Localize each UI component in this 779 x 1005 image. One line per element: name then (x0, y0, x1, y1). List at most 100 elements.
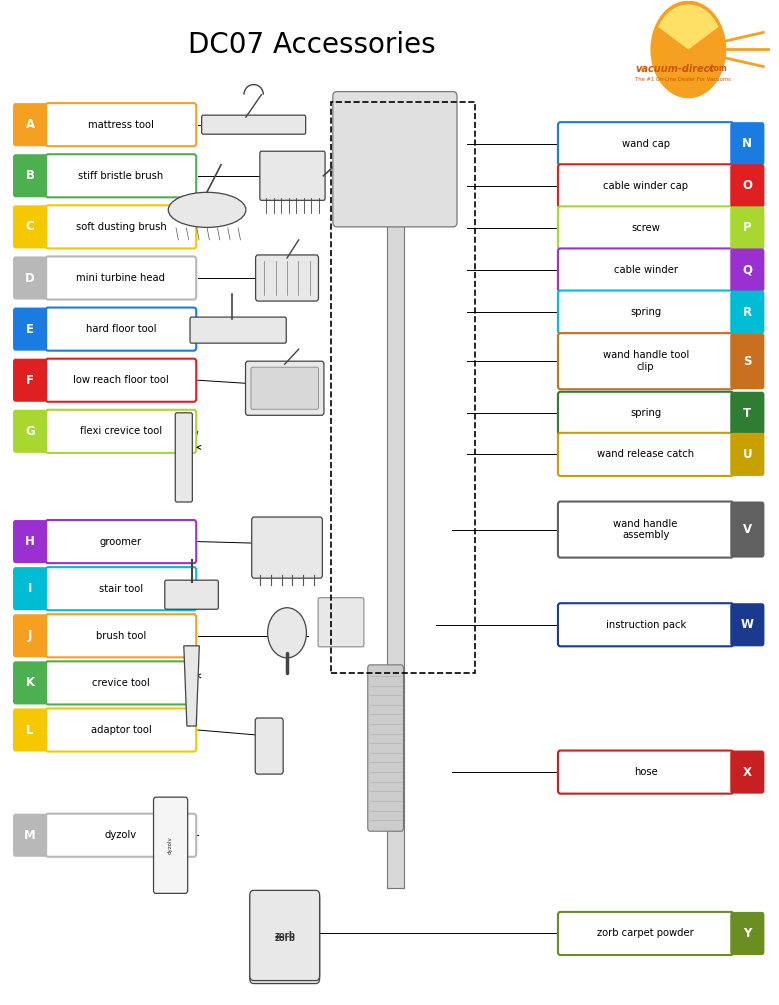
Text: G: G (25, 425, 35, 438)
Text: dyzolv: dyzolv (105, 830, 137, 840)
FancyBboxPatch shape (13, 154, 48, 197)
FancyBboxPatch shape (333, 91, 457, 227)
Text: N: N (742, 138, 753, 150)
Text: D: D (25, 271, 35, 284)
FancyBboxPatch shape (13, 814, 48, 857)
FancyBboxPatch shape (368, 665, 404, 831)
Text: T: T (743, 407, 752, 420)
Text: J: J (28, 629, 32, 642)
FancyBboxPatch shape (730, 501, 764, 558)
FancyBboxPatch shape (13, 359, 48, 402)
Text: F: F (26, 374, 34, 387)
FancyBboxPatch shape (730, 433, 764, 476)
Text: M: M (24, 829, 36, 842)
Bar (331, 102, 475, 673)
FancyBboxPatch shape (558, 290, 733, 334)
FancyBboxPatch shape (46, 709, 196, 752)
Text: dyzolv: dyzolv (168, 836, 173, 854)
FancyBboxPatch shape (245, 361, 324, 415)
Text: zorb: zorb (274, 934, 295, 943)
Text: wand cap: wand cap (622, 139, 670, 149)
FancyBboxPatch shape (190, 318, 286, 343)
FancyBboxPatch shape (153, 797, 188, 893)
Polygon shape (184, 646, 199, 726)
FancyBboxPatch shape (202, 116, 305, 135)
FancyBboxPatch shape (46, 205, 196, 248)
FancyBboxPatch shape (558, 751, 733, 794)
FancyBboxPatch shape (13, 410, 48, 453)
FancyBboxPatch shape (730, 912, 764, 955)
Text: R: R (742, 306, 752, 319)
Text: U: U (742, 448, 753, 461)
FancyBboxPatch shape (730, 123, 764, 165)
Text: The #1 On-Line Dealer For Vacuums: The #1 On-Line Dealer For Vacuums (635, 77, 731, 82)
Text: groomer: groomer (100, 537, 142, 547)
Text: C: C (26, 220, 34, 233)
Text: S: S (743, 355, 752, 368)
FancyBboxPatch shape (558, 392, 733, 435)
FancyBboxPatch shape (46, 154, 196, 197)
FancyBboxPatch shape (13, 709, 48, 752)
FancyBboxPatch shape (558, 333, 733, 389)
FancyBboxPatch shape (46, 520, 196, 563)
FancyBboxPatch shape (251, 367, 319, 409)
FancyBboxPatch shape (46, 614, 196, 657)
Text: mattress tool: mattress tool (88, 120, 154, 130)
Text: brush tool: brush tool (96, 631, 146, 641)
Ellipse shape (168, 192, 246, 227)
Text: DC07 Accessories: DC07 Accessories (188, 31, 435, 59)
Text: flexi crevice tool: flexi crevice tool (80, 426, 162, 436)
FancyBboxPatch shape (46, 661, 196, 705)
Circle shape (268, 608, 306, 658)
FancyBboxPatch shape (165, 580, 218, 609)
FancyBboxPatch shape (13, 661, 48, 705)
FancyBboxPatch shape (558, 912, 733, 955)
FancyBboxPatch shape (730, 392, 764, 435)
Text: B: B (26, 169, 34, 182)
FancyBboxPatch shape (730, 248, 764, 291)
Text: V: V (742, 523, 752, 536)
Text: instruction pack: instruction pack (605, 620, 686, 630)
FancyBboxPatch shape (256, 255, 319, 302)
FancyBboxPatch shape (175, 413, 192, 502)
Text: X: X (743, 766, 752, 779)
FancyBboxPatch shape (46, 104, 196, 146)
Text: spring: spring (630, 408, 661, 418)
Circle shape (651, 1, 725, 97)
FancyBboxPatch shape (13, 205, 48, 248)
FancyBboxPatch shape (250, 893, 319, 984)
Text: screw: screw (631, 223, 660, 233)
FancyBboxPatch shape (730, 206, 764, 249)
Text: L: L (26, 724, 33, 737)
FancyBboxPatch shape (730, 751, 764, 794)
Wedge shape (658, 4, 718, 49)
FancyBboxPatch shape (318, 598, 364, 647)
FancyBboxPatch shape (13, 567, 48, 610)
Text: P: P (743, 221, 752, 234)
Text: W: W (741, 618, 754, 631)
FancyBboxPatch shape (730, 164, 764, 207)
Text: hose: hose (634, 767, 657, 777)
Text: wand handle
assembly: wand handle assembly (614, 519, 678, 541)
Text: hard floor tool: hard floor tool (86, 325, 156, 334)
Text: cable winder: cable winder (614, 265, 678, 275)
FancyBboxPatch shape (558, 206, 733, 249)
FancyBboxPatch shape (387, 107, 404, 888)
Text: stair tool: stair tool (99, 584, 143, 594)
Text: soft dusting brush: soft dusting brush (76, 222, 166, 232)
FancyBboxPatch shape (730, 603, 764, 646)
Text: K: K (26, 676, 35, 689)
Text: Y: Y (743, 927, 752, 940)
Text: spring: spring (630, 308, 661, 318)
FancyBboxPatch shape (558, 501, 733, 558)
FancyBboxPatch shape (250, 890, 319, 981)
FancyBboxPatch shape (558, 603, 733, 646)
FancyBboxPatch shape (46, 814, 196, 857)
FancyBboxPatch shape (256, 718, 283, 774)
Text: stiff bristle brush: stiff bristle brush (79, 171, 164, 181)
FancyBboxPatch shape (558, 248, 733, 291)
FancyBboxPatch shape (730, 333, 764, 389)
FancyBboxPatch shape (13, 104, 48, 146)
FancyBboxPatch shape (13, 308, 48, 351)
FancyBboxPatch shape (252, 517, 323, 578)
